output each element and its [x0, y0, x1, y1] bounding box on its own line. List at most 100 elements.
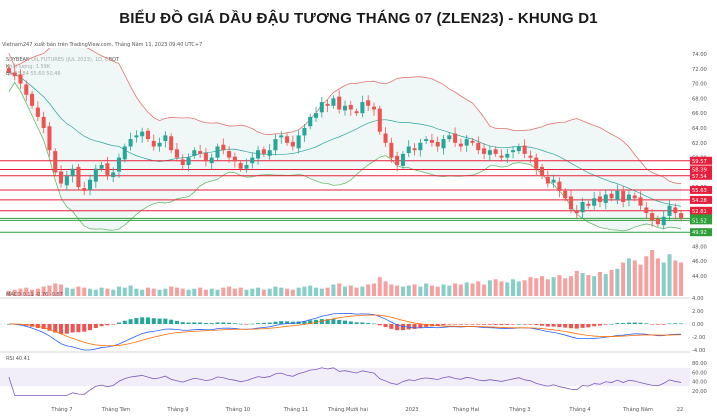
macd-histogram-bar — [41, 324, 46, 330]
candle-body — [12, 72, 17, 77]
price-tick-label: 70.00 — [692, 82, 707, 88]
macd-histogram-bar — [557, 324, 562, 328]
macd-histogram-bar — [76, 324, 81, 333]
macd-histogram-bar — [435, 324, 440, 327]
candle-body — [285, 136, 290, 143]
candle-body — [30, 93, 35, 106]
candle-body — [366, 100, 371, 106]
candle-body — [545, 176, 550, 184]
volume-bar — [424, 283, 429, 296]
macd-histogram-bar — [145, 317, 151, 324]
support-tag — [690, 228, 712, 237]
candle-body — [186, 157, 191, 165]
candle-body — [331, 98, 336, 106]
candle-body — [638, 197, 643, 206]
rsi-line — [8, 367, 682, 396]
macd-histogram-bar — [458, 324, 463, 325]
volume-bar — [232, 288, 237, 296]
volume-bar — [406, 285, 411, 296]
macd-histogram-bar — [151, 318, 156, 324]
chart-canvas[interactable]: 74.00 72.00 70.00 68.00 66.00 64.00 62.00 60.00… — [0, 48, 717, 419]
volume-bar — [221, 287, 226, 296]
candle-body — [302, 128, 307, 136]
price-tick-label: 62.00 — [692, 141, 707, 147]
macd-histogram-bar — [209, 323, 214, 324]
volume-bar — [505, 282, 510, 296]
volume-bar — [273, 286, 278, 296]
volume-bar — [337, 283, 342, 296]
candle-body — [371, 106, 377, 110]
volume-bar — [151, 288, 156, 296]
volume-bar — [53, 283, 58, 296]
macd-histogram-bar — [366, 322, 371, 324]
volume-bar — [308, 285, 313, 296]
macd-histogram-bar — [586, 324, 591, 328]
candle-body — [493, 149, 498, 154]
macd-histogram-bar — [302, 321, 307, 324]
support-tag — [690, 216, 712, 225]
volume-bar — [244, 289, 249, 296]
macd-histogram-bar — [128, 319, 133, 324]
macd-histogram-bar — [337, 319, 342, 324]
volume-bar — [18, 288, 23, 296]
volume-bar — [82, 287, 87, 296]
volume-bar — [626, 258, 631, 296]
volume-bar — [267, 288, 272, 296]
candle-body — [383, 133, 388, 143]
volume-bar — [400, 286, 405, 296]
macd-histogram-bar — [140, 317, 145, 324]
candle-body — [313, 113, 319, 118]
price-tick-label: 74.00 — [692, 52, 707, 58]
macd-histogram-bar — [679, 323, 684, 325]
volume-bar — [638, 264, 643, 296]
candle-body — [406, 146, 411, 154]
volume-bar — [557, 275, 562, 296]
macd-histogram-bar — [632, 322, 637, 324]
macd-histogram-bar — [348, 321, 353, 324]
x-tick-label: Tháng Tám — [101, 406, 130, 413]
x-tick-label: 2023 — [405, 407, 418, 413]
candle-body — [505, 153, 510, 158]
volume-bar — [476, 281, 481, 296]
volume-bar — [354, 287, 359, 296]
volume-bar — [285, 288, 290, 296]
candle-body — [528, 155, 533, 158]
macd-histogram-bar — [354, 322, 359, 324]
macd-histogram-bar — [568, 324, 574, 329]
volume-bar — [105, 288, 110, 296]
volume-bar — [145, 287, 151, 296]
macd-tick-label: 0.00 — [692, 322, 704, 328]
candle-body — [632, 195, 637, 199]
macd-histogram-bar — [111, 324, 116, 325]
volume-bar — [140, 289, 145, 296]
candle-body — [389, 142, 394, 158]
macd-histogram-bar — [528, 324, 533, 325]
volume-bar — [632, 260, 637, 296]
candle-body — [296, 135, 301, 149]
volume-bar — [261, 289, 266, 296]
volume-bar — [458, 284, 463, 296]
candle-body — [568, 196, 574, 210]
candle-body — [221, 144, 226, 151]
candle-body — [203, 153, 208, 162]
volume-bar — [111, 289, 116, 296]
macd-histogram-bar — [505, 324, 510, 325]
candle-body — [337, 96, 342, 110]
macd-histogram-bar — [227, 322, 232, 324]
x-tick-label: Tháng Mười hai — [327, 406, 368, 413]
publisher-note: Vietnam247 xuất bản trên TradingView.com… — [2, 42, 203, 48]
volume-bar — [383, 281, 388, 296]
rsi-band — [0, 367, 690, 387]
macd-histogram-bar — [59, 324, 64, 334]
volume-bar — [256, 287, 261, 296]
volume-bar — [371, 283, 377, 296]
candle-body — [105, 163, 110, 177]
x-tick-label: Tháng 7 — [50, 406, 72, 413]
candle-body — [180, 159, 185, 165]
volume-bar — [429, 285, 434, 296]
macd-histogram-bar — [539, 324, 545, 326]
macd-histogram-bar — [256, 323, 261, 324]
volume-bar — [453, 283, 458, 296]
volume-bar — [487, 280, 492, 296]
volume-bar — [290, 289, 295, 296]
